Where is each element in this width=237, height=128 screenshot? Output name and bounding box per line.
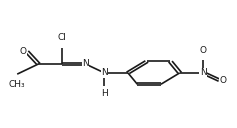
- Text: Cl: Cl: [58, 34, 66, 42]
- Text: O: O: [220, 76, 227, 85]
- Text: N: N: [82, 60, 89, 68]
- Text: O: O: [20, 47, 27, 56]
- Text: CH₃: CH₃: [9, 81, 26, 89]
- Text: H: H: [101, 89, 108, 98]
- Text: N: N: [101, 68, 108, 77]
- Text: O: O: [200, 46, 207, 55]
- Text: N: N: [200, 68, 207, 77]
